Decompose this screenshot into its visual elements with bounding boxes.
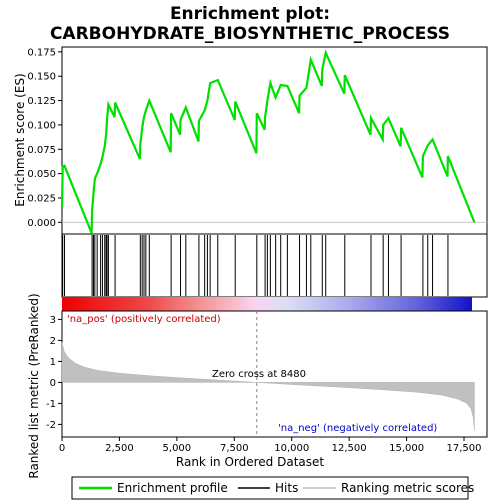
metric-y-tick-label: 0: [50, 378, 56, 389]
metric-y-tick-label: -1: [46, 399, 56, 410]
x-tick-label: 17,500: [447, 443, 482, 454]
rank-color-bar: [62, 297, 472, 311]
chart-title-line2: CARBOHYDRATE_BIOSYNTHETIC_PROCESS: [50, 24, 450, 44]
x-tick-label: 0: [59, 443, 65, 454]
x-ticks: 0 2,500 5,000 7,500 10,000 12,500 15,000 17,500: [59, 437, 482, 454]
x-tick-label: 7,500: [220, 443, 249, 454]
es-profile-group: [60, 49, 476, 234]
zero-cross-label: Zero cross at 8480: [212, 369, 306, 380]
neg-correlated-label: 'na_neg' (negatively correlated): [278, 423, 437, 434]
es-profile-line: [60, 49, 476, 234]
x-tick-label: 5,000: [163, 443, 192, 454]
x-tick-label: 2,500: [105, 443, 134, 454]
pos-correlated-label: 'na_pos' (positively correlated): [67, 314, 221, 325]
metric-y-tick-label: 2: [50, 336, 56, 347]
es-y-tick-label: 0.075: [27, 145, 56, 156]
hit-markers: [62, 235, 449, 296]
legend-hits-label: Hits: [275, 481, 298, 495]
x-axis-label: Rank in Ordered Dataset: [176, 455, 324, 469]
legend-profile-label: Enrichment profile: [117, 481, 228, 495]
x-tick-label: 12,500: [332, 443, 367, 454]
metric-area-group: [61, 342, 475, 431]
chart-title-line1: Enrichment plot:: [170, 4, 330, 24]
es-y-tick-label: 0.100: [27, 120, 56, 131]
es-y-tick-label: 0.175: [27, 47, 56, 58]
es-y-tick-label: 0.050: [27, 169, 56, 180]
es-panel-frame: [61, 46, 488, 235]
es-y-tick-label: 0.125: [27, 96, 56, 107]
es-y-ticks: 0.000 0.025 0.050 0.075 0.100 0.125 0.150 0.175: [27, 47, 62, 229]
x-tick-label: 15,000: [389, 443, 424, 454]
metric-y-tick-label: 3: [50, 315, 56, 326]
metric-y-tick-label: -2: [46, 420, 56, 431]
legend-metric-label: Ranking metric scores: [341, 481, 474, 495]
es-y-tick-label: 0.150: [27, 72, 56, 83]
es-y-tick-label: 0.000: [27, 218, 56, 229]
x-tick-label: 10,000: [274, 443, 309, 454]
metric-y-tick-label: 1: [50, 357, 56, 368]
es-y-tick-label: 0.025: [27, 193, 56, 204]
metric-area: [61, 342, 475, 431]
metric-y-ticks: 3 2 1 0 -1 -2: [46, 315, 62, 431]
metric-y-axis-label: Ranked list metric (PreRanked): [27, 293, 41, 478]
es-y-axis-label: Enrichment score (ES): [13, 73, 27, 206]
hits-panel-frame: [61, 233, 488, 298]
